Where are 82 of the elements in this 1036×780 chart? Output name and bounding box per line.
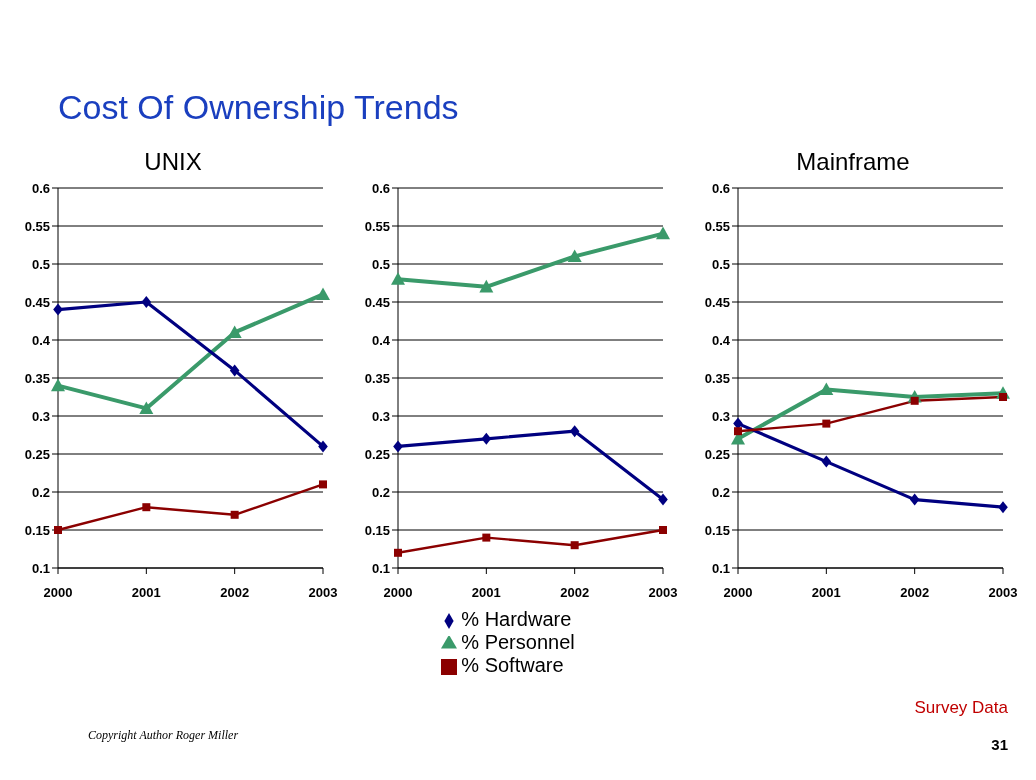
y-tick-label: 0.35: [24, 370, 50, 386]
point: [53, 303, 63, 316]
y-tick-label: 0.4: [711, 332, 731, 348]
y-tick-label: 0.55: [364, 218, 390, 234]
y-tick-label: 0.55: [704, 218, 730, 234]
y-tick-label: 0.45: [24, 294, 50, 310]
chart-subtitle: Mainframe: [795, 148, 911, 177]
point: [319, 480, 327, 489]
y-tick-label: 0.15: [364, 522, 390, 538]
point: [821, 455, 832, 468]
y-tick-label: 0.2: [31, 484, 50, 500]
x-tick-label: 2001: [131, 585, 161, 601]
x-tick-label: 2001: [471, 585, 501, 601]
x-tick-label: 2002: [220, 585, 250, 601]
x-tick-label: 2003: [648, 585, 678, 601]
y-tick-label: 0.3: [711, 408, 730, 424]
y-tick-label: 0.3: [31, 408, 50, 424]
point: [141, 296, 152, 308]
y-tick-label: 0.1: [371, 560, 390, 576]
text: Survey Data: [914, 698, 1008, 718]
point: [656, 226, 670, 240]
x-tick-label: 2001: [811, 585, 841, 601]
point: [998, 501, 1008, 514]
y-tick-label: 0.6: [31, 180, 50, 196]
point: [316, 287, 330, 300]
point: [229, 364, 240, 377]
x-tick-label: 2003: [308, 585, 338, 601]
y-tick-label: 0.5: [31, 256, 50, 272]
y-tick-label: 0.6: [371, 180, 390, 196]
x-tick-label: 2002: [900, 585, 930, 601]
chart-title: Cost Of Ownership Trends: [58, 88, 459, 127]
point: [659, 526, 667, 534]
y-tick-label: 0.4: [31, 332, 51, 348]
point: [999, 393, 1007, 401]
y-tick-label: 0.35: [704, 370, 730, 386]
y-tick-label: 0.25: [364, 446, 390, 462]
legend-label: % Personnel: [461, 631, 575, 653]
y-tick-label: 0.5: [711, 256, 730, 272]
x-tick-label: 2000: [43, 585, 73, 601]
legend-label: % Hardware: [461, 608, 572, 630]
point: [142, 503, 151, 512]
y-tick-label: 0.5: [371, 256, 390, 272]
y-tick-label: 0.35: [364, 370, 390, 386]
point: [139, 401, 154, 414]
text: 31: [991, 736, 1008, 753]
y-tick-label: 0.25: [704, 446, 730, 462]
point: [658, 493, 668, 506]
point: [734, 427, 742, 436]
point: [391, 272, 405, 285]
point: [227, 325, 242, 338]
point: [393, 440, 403, 453]
y-tick-label: 0.1: [31, 560, 50, 576]
y-tick-label: 0.4: [371, 332, 391, 348]
point: [482, 533, 491, 542]
text: Copyright Author Roger Miller: [88, 728, 239, 743]
y-tick-label: 0.45: [364, 294, 390, 310]
point: [230, 510, 239, 519]
x-tick-label: 2000: [723, 585, 753, 601]
x-tick-label: 2002: [560, 585, 590, 601]
y-tick-label: 0.15: [704, 522, 730, 538]
y-tick-label: 0.2: [371, 484, 390, 500]
x-tick-label: 2000: [383, 585, 413, 601]
point: [822, 419, 831, 428]
legend-label: % Software: [461, 654, 564, 676]
y-tick-label: 0.25: [24, 446, 50, 462]
x-tick-label: 2003: [988, 585, 1018, 601]
y-tick-label: 0.1: [711, 560, 730, 576]
y-tick-label: 0.2: [711, 484, 730, 500]
point: [51, 378, 65, 392]
y-tick-label: 0.15: [24, 522, 50, 538]
y-tick-label: 0.6: [711, 180, 730, 196]
point: [479, 279, 494, 293]
point: [318, 440, 328, 453]
y-tick-label: 0.3: [371, 408, 390, 424]
y-tick-label: 0.45: [704, 294, 730, 310]
point: [570, 541, 579, 550]
point: [819, 382, 834, 395]
point: [394, 548, 402, 557]
point: [567, 249, 582, 262]
chart-subtitle: UNIX: [143, 148, 203, 177]
y-tick-label: 0.55: [24, 218, 50, 234]
point: [909, 493, 920, 506]
